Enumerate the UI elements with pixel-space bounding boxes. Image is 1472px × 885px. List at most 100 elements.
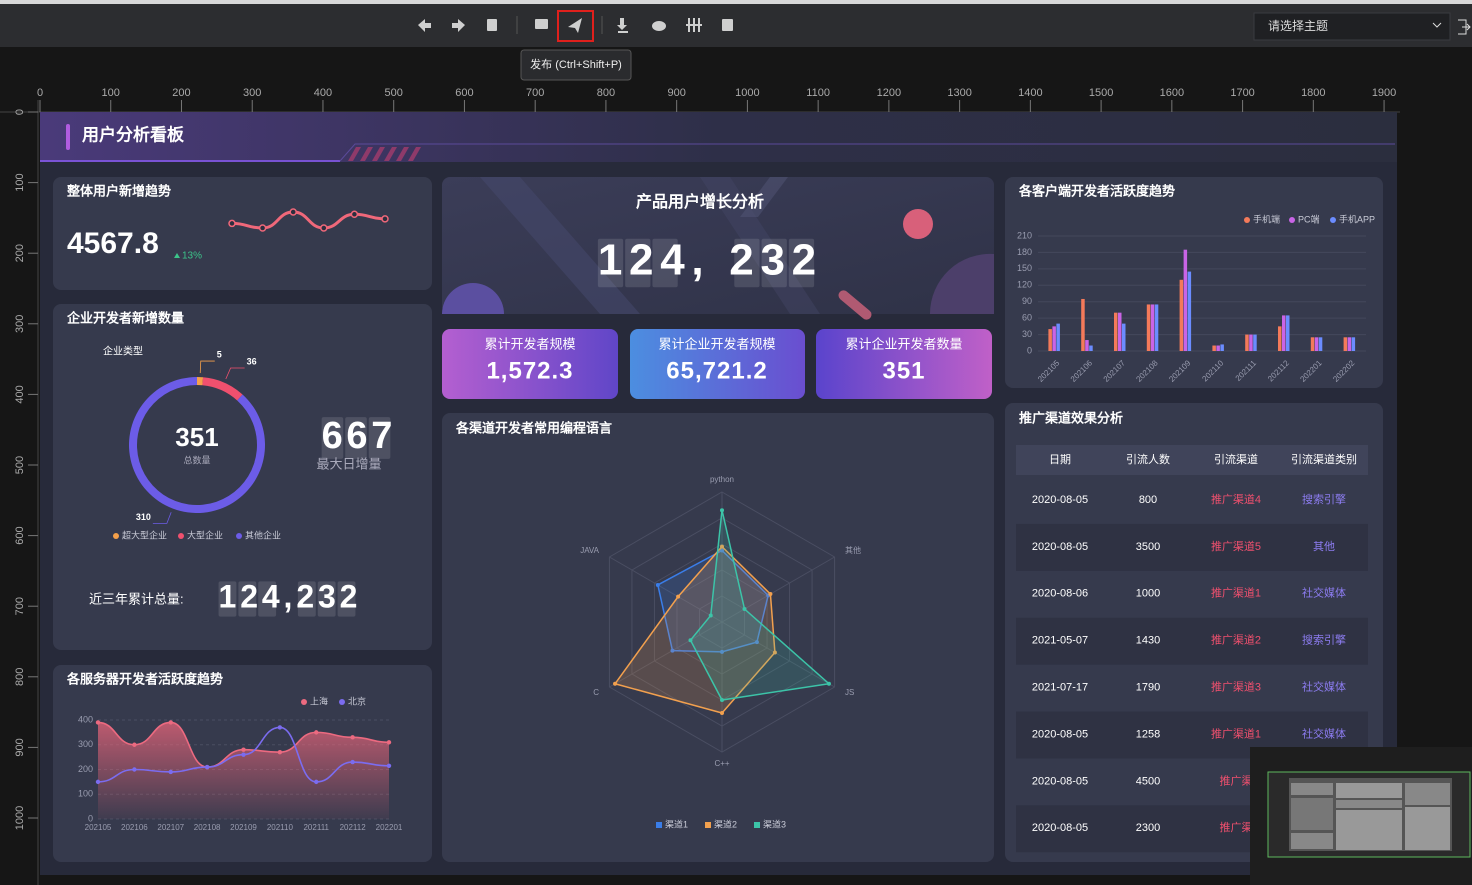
bar <box>1089 345 1093 351</box>
point <box>688 638 693 643</box>
legend-marker <box>339 699 345 705</box>
digit-box <box>597 238 624 288</box>
data-label: 5 <box>217 349 222 359</box>
legend-marker <box>113 533 119 539</box>
table-cell: 1000 <box>1136 588 1160 600</box>
table-header-cell: 日期 <box>1049 453 1071 466</box>
ruler-label: 600 <box>455 87 473 99</box>
legend-label: 北京 <box>348 695 366 706</box>
panel-title: 企业开发者新增数量 <box>66 310 184 325</box>
bar <box>1179 279 1184 351</box>
point <box>670 648 675 653</box>
ruler-label: 200 <box>172 87 190 99</box>
point <box>720 508 724 513</box>
point <box>381 215 389 223</box>
growth-decoration <box>442 177 994 320</box>
digit-box <box>345 417 367 459</box>
bar <box>1118 312 1122 351</box>
header-line <box>339 143 1395 162</box>
bar <box>1154 304 1159 351</box>
download-button[interactable] <box>617 18 628 33</box>
point <box>386 763 392 768</box>
table-cell: 1258 <box>1136 728 1160 740</box>
point <box>277 749 283 755</box>
ruler-label: 500 <box>385 87 403 99</box>
y-tick-label: 200 <box>78 764 93 774</box>
toolbar <box>0 4 1472 47</box>
radar-label: python <box>710 475 734 484</box>
publish-button[interactable] <box>568 18 582 33</box>
table-cell: 推广渠道4 <box>1211 492 1261 506</box>
table-cell: 3500 <box>1136 541 1160 553</box>
panel-title: 各客户端开发者活跃度趋势 <box>1018 183 1175 198</box>
bar <box>1216 345 1220 351</box>
dropdown-arrow <box>1432 22 1442 28</box>
window-edge <box>0 0 1472 4</box>
x-tick-label: 202108 <box>194 823 221 832</box>
max-daily-label: 最大日增量 <box>316 456 381 471</box>
save-button[interactable] <box>487 19 497 31</box>
x-tick-label: 202110 <box>267 823 294 832</box>
layers-button[interactable] <box>722 19 733 31</box>
data-label: 36 <box>247 356 257 366</box>
digit-box <box>297 581 316 617</box>
bar <box>1286 315 1290 351</box>
radar-spoke <box>721 556 835 623</box>
kpi-value: 65,721.2 <box>666 357 767 384</box>
total-value: 124,232 <box>219 578 358 614</box>
ruler-label: 1000 <box>14 806 26 830</box>
point <box>95 779 101 785</box>
cloud-button[interactable] <box>652 21 666 31</box>
table-cell: 推广渠道5 <box>1211 539 1261 553</box>
ruler-label: 1400 <box>1018 87 1042 99</box>
x-tick-label: 202106 <box>121 823 148 832</box>
legend-label: PC端 <box>1298 213 1320 224</box>
point <box>132 742 137 747</box>
point <box>314 730 319 735</box>
bar <box>1278 326 1282 351</box>
radar-spoke <box>609 556 723 623</box>
point <box>720 544 724 549</box>
table-header <box>1016 445 1368 475</box>
table-header-cell: 引流渠道 <box>1214 452 1258 466</box>
settings-button[interactable] <box>686 18 702 32</box>
up-arrow <box>174 253 180 258</box>
tooltip <box>520 49 632 81</box>
point <box>386 740 392 745</box>
bar <box>1253 334 1257 351</box>
panel-title: 各渠道开发者常用编程语言 <box>455 420 612 435</box>
ruler-label: 300 <box>243 87 261 99</box>
exit-button[interactable] <box>1458 19 1471 35</box>
change-text: 13% <box>182 251 202 262</box>
bar <box>1314 337 1319 351</box>
theme-select[interactable] <box>1253 12 1451 41</box>
y-tick-label: 210 <box>1017 230 1032 240</box>
bar <box>1052 326 1056 351</box>
table-cell: 4500 <box>1136 775 1160 787</box>
point <box>168 769 173 775</box>
point <box>350 735 355 740</box>
point <box>314 779 319 785</box>
ruler-label: 1300 <box>947 87 971 99</box>
point <box>754 640 759 645</box>
total-label: 近三年累计总量: <box>89 591 184 606</box>
digit-box <box>734 238 760 288</box>
kpi-label: 累计开发者规模 <box>484 336 575 351</box>
undo-button[interactable] <box>418 19 431 32</box>
redo-button[interactable] <box>452 19 465 32</box>
point <box>132 767 137 772</box>
leader-line <box>199 360 215 374</box>
bar <box>1249 334 1253 351</box>
ruler-label: 1900 <box>1372 87 1396 99</box>
bar <box>1351 337 1356 351</box>
point <box>350 210 359 219</box>
preview-button[interactable] <box>535 19 548 29</box>
legend-marker <box>178 533 184 539</box>
y-tick-label: 0 <box>1027 345 1032 355</box>
bar <box>1310 337 1315 351</box>
point <box>772 650 777 655</box>
table-cell: 推广渠 <box>1220 773 1253 787</box>
point <box>613 681 618 686</box>
y-tick-label: 90 <box>1022 296 1032 306</box>
legend-label: 手机APP <box>1339 213 1375 224</box>
